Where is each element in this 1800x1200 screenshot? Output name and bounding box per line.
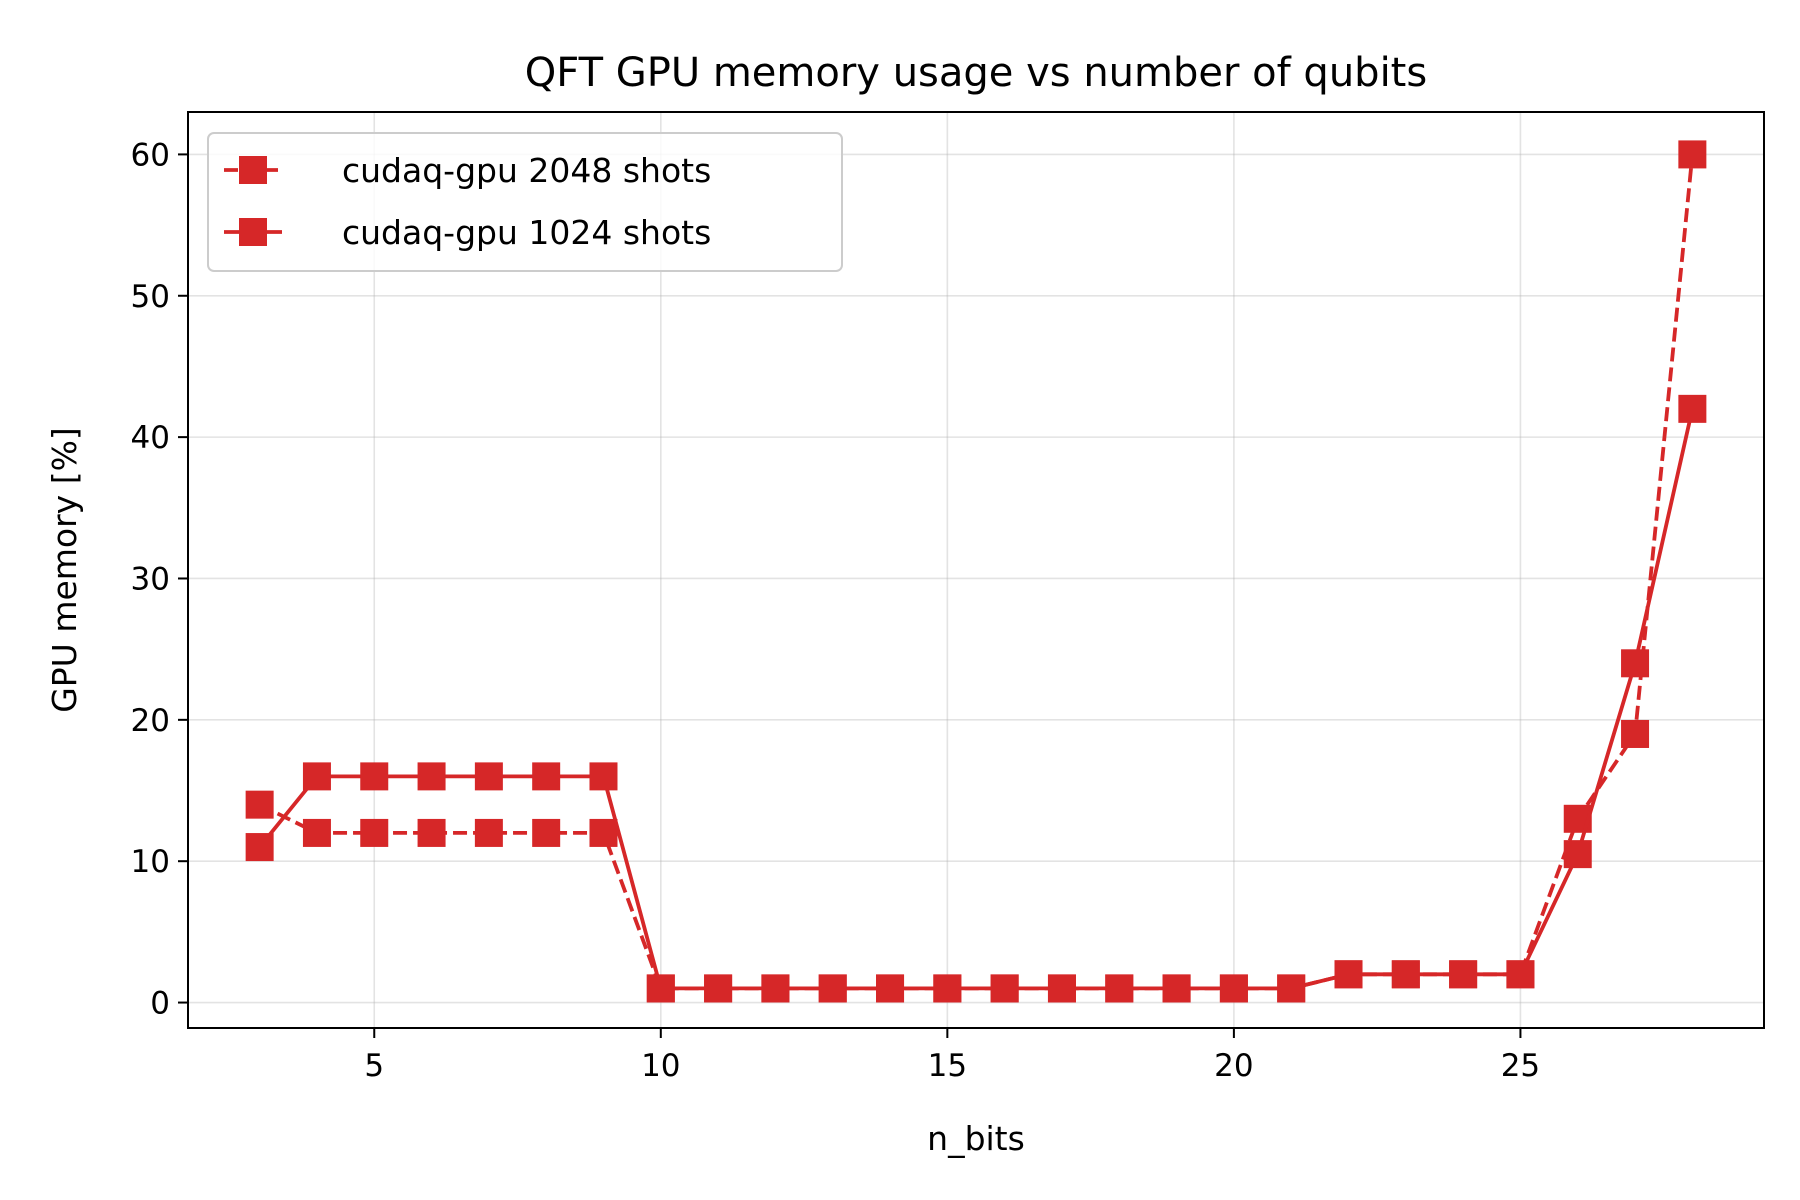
data-point-marker [1219, 974, 1248, 1003]
legend-item: cudaq-gpu 2048 shots [224, 151, 711, 190]
y-tick-label: 50 [131, 279, 170, 315]
data-point-marker [1277, 974, 1306, 1003]
y-tick-label: 10 [131, 844, 170, 880]
data-point-marker [245, 833, 274, 862]
x-tick-label: 5 [364, 1048, 384, 1084]
data-point-marker [1162, 974, 1191, 1003]
data-point-marker [933, 974, 962, 1003]
y-axis: 0 10 20 30 40 50 60 [131, 137, 188, 1022]
data-point-marker [532, 818, 561, 847]
x-tick-label: 15 [928, 1048, 967, 1084]
data-point-marker [474, 762, 503, 791]
grid [188, 112, 1764, 1028]
data-point-marker [1621, 649, 1650, 678]
y-axis-label: GPU memory [%] [45, 427, 84, 713]
data-point-marker [360, 818, 389, 847]
data-point-marker [474, 818, 503, 847]
data-point-marker [532, 762, 561, 791]
data-point-marker [1449, 960, 1478, 989]
legend-label: cudaq-gpu 1024 shots [342, 213, 711, 252]
chart-title: QFT GPU memory usage vs number of qubits [525, 50, 1427, 96]
x-axis: 5 10 15 20 25 [364, 1028, 1540, 1084]
legend-label: cudaq-gpu 2048 shots [342, 151, 711, 190]
legend: cudaq-gpu 2048 shots cudaq-gpu 1024 shots [207, 132, 843, 272]
y-tick-label: 60 [131, 137, 170, 173]
data-point-marker [360, 762, 389, 791]
y-tick-label: 0 [150, 986, 170, 1022]
data-point-marker [1678, 140, 1707, 169]
plot-frame [187, 111, 1765, 1029]
data-point-marker [1621, 719, 1650, 748]
x-axis-label: n_bits [927, 1119, 1025, 1158]
y-tick-label: 20 [131, 703, 170, 739]
x-tick-label: 10 [641, 1048, 680, 1084]
legend-marker-swatch [239, 218, 267, 246]
data-point-marker [1334, 960, 1363, 989]
data-point-marker [818, 974, 847, 1003]
legend-marker-swatch [239, 156, 267, 184]
data-point-marker [245, 790, 274, 819]
data-point-marker [589, 762, 618, 791]
data-point-marker [1563, 840, 1592, 869]
data-point-marker [1391, 960, 1420, 989]
data-point-marker [876, 974, 905, 1003]
data-point-marker [417, 762, 446, 791]
y-tick-label: 30 [131, 561, 170, 597]
y-tick-label: 40 [131, 420, 170, 456]
legend-item: cudaq-gpu 1024 shots [224, 213, 711, 252]
data-point-marker [1047, 974, 1076, 1003]
data-point-marker [704, 974, 733, 1003]
data-point-marker [646, 974, 675, 1003]
data-point-marker [1506, 960, 1535, 989]
data-point-marker [990, 974, 1019, 1003]
x-tick-label: 25 [1501, 1048, 1540, 1084]
data-point-marker [302, 818, 331, 847]
data-point-marker [302, 762, 331, 791]
series-2 [245, 394, 1707, 1003]
data-point-marker [1105, 974, 1134, 1003]
legend-box [207, 132, 843, 272]
data-point-marker [761, 974, 790, 1003]
data-point-marker [1678, 394, 1707, 423]
plot-series [245, 140, 1707, 1003]
x-tick-label: 20 [1214, 1048, 1253, 1084]
data-point-marker [417, 818, 446, 847]
data-point-marker [589, 818, 618, 847]
